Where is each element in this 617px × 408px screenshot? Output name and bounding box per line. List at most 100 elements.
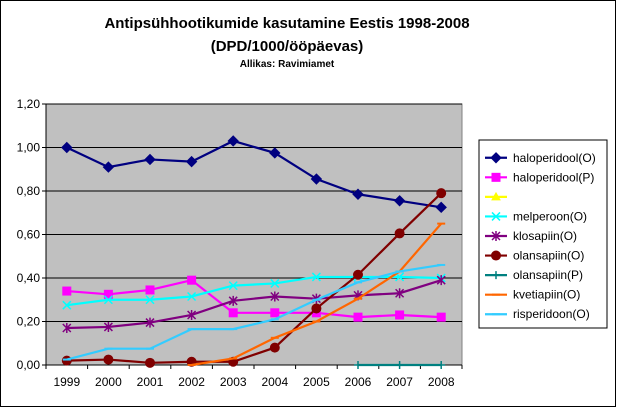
data-point bbox=[393, 195, 406, 207]
legend-box bbox=[478, 139, 608, 329]
data-point bbox=[270, 308, 280, 318]
x-tick-label: 2005 bbox=[303, 375, 330, 389]
y-tick-label: 0,40 bbox=[17, 271, 41, 285]
data-point bbox=[395, 361, 404, 369]
data-point bbox=[145, 285, 155, 295]
x-tick-label: 2006 bbox=[345, 375, 372, 389]
data-point bbox=[269, 147, 281, 159]
legend-marker bbox=[491, 172, 501, 182]
legend-label: klosapiin(O) bbox=[513, 229, 577, 243]
series-4 bbox=[62, 275, 446, 334]
legend-item: haloperidool(P) bbox=[485, 170, 594, 184]
legend: haloperidool(O) haloperidool(P) melperoon(… bbox=[478, 139, 608, 329]
series-line bbox=[66, 263, 442, 361]
data-point bbox=[394, 228, 405, 239]
series-6 bbox=[354, 361, 446, 369]
series-8 bbox=[62, 263, 446, 361]
legend-label: risperidoon(O) bbox=[513, 307, 590, 321]
chart-subtitle: (DPD/1000/ööpäevas) bbox=[211, 38, 364, 55]
y-tick-label: 0,20 bbox=[17, 315, 41, 329]
data-point bbox=[185, 155, 198, 168]
data-point bbox=[103, 289, 113, 299]
x-tick-label: 2008 bbox=[428, 375, 455, 389]
legend-item: olansapiin(P) bbox=[485, 268, 583, 282]
data-point bbox=[353, 269, 363, 280]
x-tick-label: 2002 bbox=[178, 375, 205, 389]
legend-marker bbox=[491, 231, 501, 241]
data-point bbox=[395, 310, 405, 320]
x-tick-label: 2003 bbox=[220, 375, 247, 389]
data-point bbox=[270, 278, 280, 288]
legend-marker bbox=[491, 211, 501, 221]
data-point bbox=[354, 361, 362, 369]
y-tick-label: 0,80 bbox=[17, 184, 41, 198]
data-point bbox=[270, 291, 280, 302]
data-point bbox=[269, 342, 280, 353]
legend-label: kvetiapiin(O) bbox=[513, 288, 580, 302]
y-tick-label: 0,00 bbox=[17, 358, 41, 372]
data-point bbox=[187, 275, 197, 285]
legend-marker bbox=[490, 152, 502, 164]
series-line bbox=[66, 279, 442, 330]
data-point bbox=[187, 309, 197, 320]
data-point bbox=[103, 354, 114, 365]
y-tick-label: 1,00 bbox=[17, 141, 41, 155]
data-point bbox=[62, 286, 72, 296]
data-point bbox=[395, 288, 405, 299]
data-point bbox=[435, 201, 447, 214]
series-line bbox=[66, 278, 442, 319]
data-point bbox=[311, 303, 322, 314]
data-point bbox=[437, 361, 446, 369]
series-line bbox=[66, 139, 442, 209]
data-point bbox=[353, 312, 363, 322]
data-point bbox=[145, 295, 155, 305]
data-point bbox=[61, 141, 73, 154]
data-point bbox=[62, 323, 72, 334]
data-point bbox=[102, 161, 115, 173]
data-point bbox=[352, 188, 364, 200]
series-line bbox=[66, 192, 442, 364]
data-point bbox=[228, 295, 238, 306]
legend-marker bbox=[492, 271, 500, 280]
y-tick-label: 1,20 bbox=[17, 97, 41, 111]
legend-item: klosapiin(O) bbox=[485, 229, 577, 243]
x-tick-label: 2001 bbox=[137, 375, 164, 389]
legend-label: olansapiin(P) bbox=[513, 268, 583, 282]
data-point bbox=[145, 317, 155, 328]
legend-label: haloperidool(O) bbox=[513, 151, 596, 165]
data-point bbox=[62, 300, 72, 310]
data-point bbox=[187, 291, 197, 302]
legend-item: melperoon(O) bbox=[485, 209, 587, 223]
data-point bbox=[144, 153, 156, 166]
legend-item: haloperidool(O) bbox=[485, 151, 596, 165]
data-point bbox=[436, 312, 446, 322]
legend-item: risperidoon(O) bbox=[485, 307, 590, 321]
data-point bbox=[103, 295, 113, 305]
data-point bbox=[103, 321, 113, 332]
legend-label: olansapiin(O) bbox=[513, 249, 584, 263]
chart-title: Antipsühhootikumide kasutamine Eestis 19… bbox=[104, 15, 469, 32]
legend-marker bbox=[491, 250, 501, 261]
data-point bbox=[311, 272, 321, 282]
legend-item: olansapiin(O) bbox=[485, 249, 584, 263]
legend-item: kvetiapiin(O) bbox=[485, 288, 580, 302]
x-tick-label: 2007 bbox=[386, 375, 413, 389]
x-tick-label: 2000 bbox=[95, 375, 122, 389]
x-tick-label: 1999 bbox=[53, 375, 80, 389]
data-point bbox=[227, 135, 239, 147]
data-point bbox=[436, 275, 446, 286]
chart-source: Allikas: Ravimiamet bbox=[240, 59, 335, 70]
legend-item bbox=[485, 191, 507, 201]
legend-label: haloperidool(P) bbox=[513, 170, 594, 184]
data-point bbox=[145, 357, 155, 368]
data-point bbox=[228, 308, 238, 318]
plot-area: 0,00 0,20 0,40 0,60 0,80 1,00 1,20 1999 2000 2001… bbox=[17, 97, 463, 389]
legend-label: melperoon(O) bbox=[513, 209, 587, 223]
data-point bbox=[228, 281, 238, 291]
x-tick-label: 2004 bbox=[261, 375, 288, 389]
legend-marker bbox=[491, 191, 501, 201]
y-tick-label: 0,60 bbox=[17, 228, 41, 242]
data-point bbox=[436, 188, 447, 199]
